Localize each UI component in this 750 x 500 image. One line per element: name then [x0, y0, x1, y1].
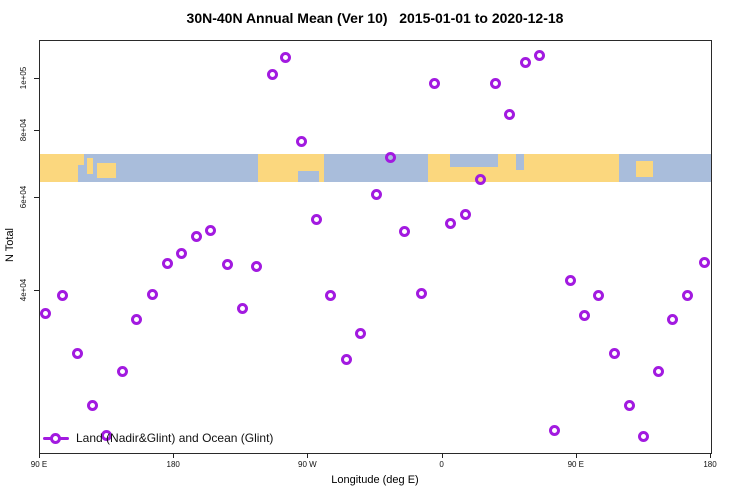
data-point: [370, 188, 382, 200]
x-tick-mark: [173, 453, 175, 458]
data-point: [549, 425, 561, 437]
x-tick-label: 180: [166, 460, 180, 469]
data-point: [147, 289, 159, 301]
data-point: [399, 226, 411, 238]
data-point: [295, 135, 307, 147]
data-point: [459, 208, 471, 220]
data-point: [205, 224, 217, 236]
data-point: [72, 347, 84, 359]
y-tick-label: 4e+04: [19, 279, 28, 302]
data-point: [340, 354, 352, 366]
data-point: [250, 260, 262, 272]
data-point: [504, 108, 516, 120]
ocean-patch: [297, 170, 319, 183]
data-point: [608, 347, 620, 359]
data-point: [445, 217, 457, 229]
data-point: [593, 289, 605, 301]
data-point: [667, 313, 679, 325]
x-tick-mark: [710, 453, 711, 458]
legend-label: Land (Nadir&Glint) and Ocean (Glint): [76, 431, 274, 445]
data-point: [280, 51, 292, 63]
y-tick-mark: [34, 290, 39, 292]
data-point: [429, 77, 441, 89]
data-point: [578, 309, 590, 321]
data-point: [682, 289, 694, 301]
data-point: [325, 289, 337, 301]
data-point: [653, 365, 665, 377]
y-axis-title: N Total: [4, 227, 16, 263]
x-tick-label: 90 W: [298, 460, 317, 469]
data-point: [533, 50, 545, 62]
y-tick-label: 1e+05: [19, 67, 28, 90]
y-tick-mark: [34, 78, 39, 80]
ocean-patch: [515, 154, 524, 170]
plot-area: Land (Nadir&Glint) and Ocean (Glint): [39, 40, 712, 454]
data-point: [490, 78, 502, 90]
legend-circle-icon: [50, 432, 61, 444]
ocean-patch: [78, 165, 84, 183]
data-point: [310, 214, 322, 226]
data-point: [87, 400, 99, 412]
data-point: [130, 313, 142, 325]
data-point: [39, 307, 51, 319]
data-point: [162, 257, 174, 269]
data-point: [236, 302, 248, 314]
data-point: [519, 56, 531, 68]
x-tick-mark: [39, 453, 40, 458]
ocean-patch: [450, 154, 498, 167]
x-tick-mark: [441, 453, 443, 458]
data-point: [176, 248, 188, 260]
x-tick-label: 180: [703, 460, 717, 469]
x-tick-mark: [307, 453, 309, 458]
world-map-band: [40, 154, 711, 183]
y-tick-mark: [34, 196, 39, 198]
data-point: [384, 151, 396, 163]
data-point: [117, 365, 129, 377]
data-point: [564, 275, 576, 287]
data-point: [638, 430, 650, 442]
chart-title: 30N-40N Annual Mean (Ver 10) 2015-01-01 …: [186, 10, 564, 26]
data-point: [698, 257, 710, 269]
land-segment: [86, 158, 93, 174]
data-point: [221, 259, 233, 271]
data-point: [56, 289, 68, 301]
land-segment: [96, 162, 117, 179]
data-point: [475, 173, 487, 185]
x-tick-label: 0: [439, 460, 444, 469]
land-segment: [40, 154, 84, 183]
x-tick-label: 90 E: [30, 460, 48, 469]
x-tick-label: 90 E: [567, 460, 585, 469]
data-point: [191, 231, 203, 243]
data-point: [624, 400, 636, 412]
data-point: [266, 69, 278, 81]
y-tick-label: 6e+04: [19, 185, 28, 208]
y-tick-mark: [34, 129, 39, 131]
x-tick-mark: [575, 453, 577, 458]
data-point: [101, 429, 113, 441]
x-axis-title: Longitude (deg E): [331, 474, 419, 486]
data-point: [415, 288, 427, 300]
land-segment: [636, 161, 653, 177]
data-point: [354, 327, 366, 339]
y-tick-label: 8e+04: [19, 118, 28, 142]
